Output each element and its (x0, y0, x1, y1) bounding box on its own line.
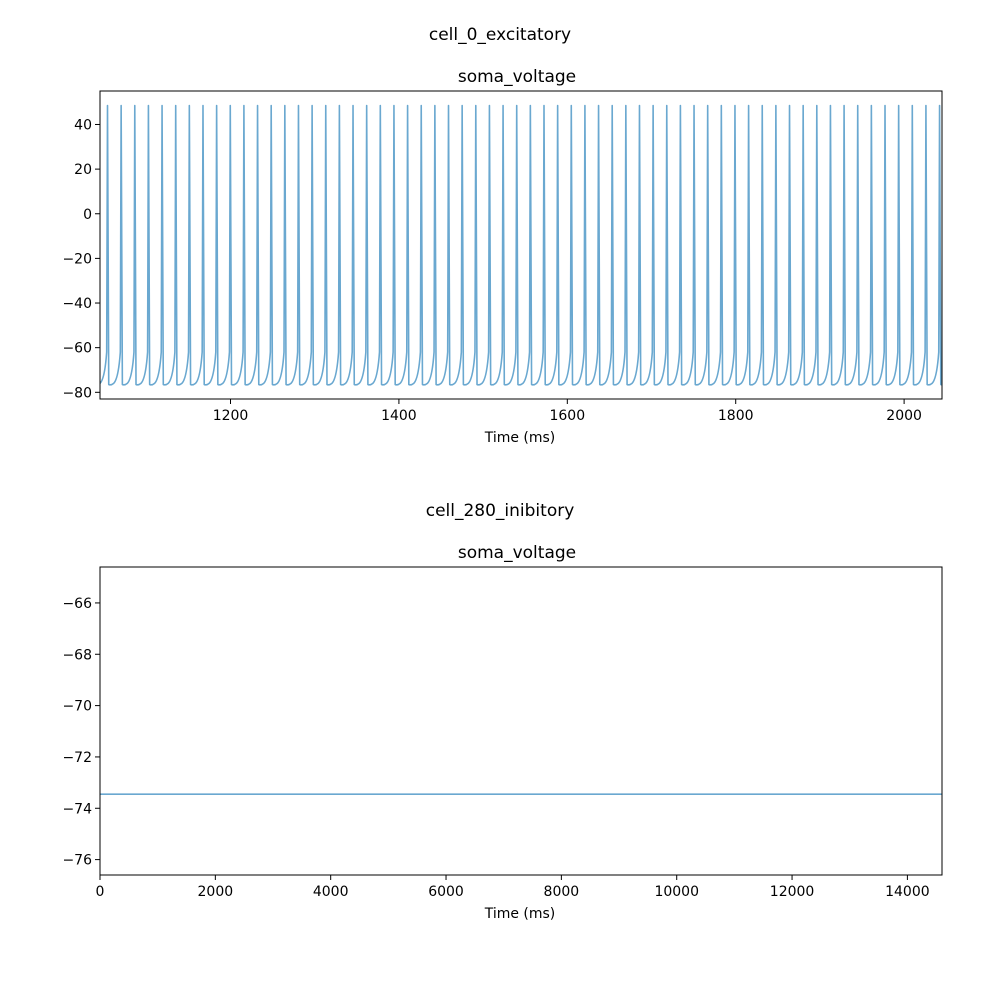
axes-frame (99, 566, 943, 876)
panel-excitatory: cell_0_excitatory soma_voltage Time (ms)… (62, 25, 943, 446)
y-tick-label: −72 (62, 750, 92, 766)
y-tick-label: −76 (62, 853, 92, 869)
y-tick-label: −66 (62, 596, 92, 612)
x-tick-label: 1400 (381, 408, 417, 424)
panel-inhibitory: cell_280_inibitory soma_voltage Time (ms… (62, 501, 943, 922)
x-tick-label: 2000 (198, 884, 234, 900)
x-ticks: 0 2000 4000 6000 8000 10000 12000 14000 (96, 875, 930, 900)
y-tick-label: −60 (62, 341, 92, 357)
x-tick-label: 14000 (885, 884, 930, 900)
axes-title: soma_voltage (458, 543, 576, 563)
axes-title: soma_voltage (458, 67, 576, 87)
y-tick-label: 40 (74, 117, 92, 133)
x-tick-label: 1600 (549, 408, 585, 424)
x-ticks: 1200 1400 1600 1800 2000 (213, 399, 922, 424)
y-tick-label: −80 (62, 385, 92, 401)
y-tick-label: −70 (62, 699, 92, 715)
y-tick-label: −40 (62, 296, 92, 312)
x-axis-label: Time (ms) (484, 430, 556, 446)
x-tick-label: 6000 (428, 884, 464, 900)
x-tick-label: 4000 (313, 884, 349, 900)
y-tick-label: −74 (62, 801, 92, 817)
x-tick-label: 2000 (886, 408, 922, 424)
x-axis-label: Time (ms) (484, 906, 556, 922)
figure-suptitle: cell_280_inibitory (426, 501, 575, 521)
x-tick-label: 12000 (770, 884, 815, 900)
x-tick-label: 1200 (213, 408, 249, 424)
y-ticks: −66 −68 −70 −72 −74 −76 (62, 596, 100, 869)
x-tick-label: 1800 (718, 408, 754, 424)
axes-frame (99, 90, 943, 400)
y-tick-label: −68 (62, 647, 92, 663)
y-ticks: 40 20 0 −20 −40 −60 −80 (62, 117, 100, 401)
x-tick-label: 0 (96, 884, 105, 900)
series-line (100, 104, 942, 386)
plot-area (100, 104, 942, 386)
figure-suptitle: cell_0_excitatory (429, 25, 571, 45)
x-tick-label: 10000 (654, 884, 699, 900)
y-tick-label: 0 (83, 207, 92, 223)
x-tick-label: 8000 (544, 884, 580, 900)
y-tick-label: −20 (62, 251, 92, 267)
y-tick-label: 20 (74, 162, 92, 178)
